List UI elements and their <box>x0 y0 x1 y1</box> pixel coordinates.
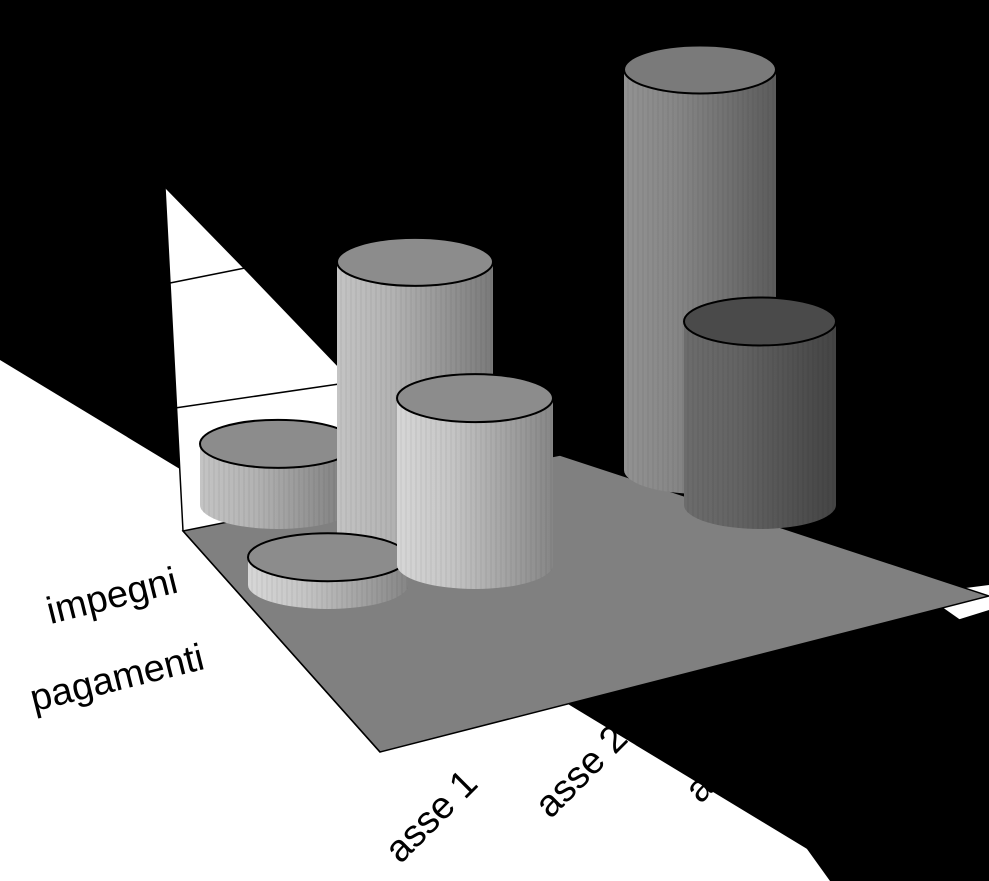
wall-edge <box>164 187 381 753</box>
category-label-1: asse 1 <box>377 762 486 871</box>
bar-pagamenti-2 <box>396 373 554 589</box>
series-label-pagamenti: pagamenti <box>26 637 208 721</box>
cylinder-top <box>396 373 554 424</box>
cylinder-top <box>247 532 409 583</box>
cylinder-top <box>336 236 494 287</box>
cylinder-top <box>623 44 777 95</box>
bar-pagamenti-3 <box>683 296 837 529</box>
bar-impegni-1 <box>199 418 357 529</box>
lower-band <box>700 610 989 881</box>
gridline-1 <box>169 267 246 284</box>
series-label-impegni: impegni <box>42 560 181 633</box>
cylinder-top <box>199 418 357 469</box>
cylinder-body <box>397 398 553 589</box>
cylinder-body <box>684 321 836 529</box>
cylinder-top <box>683 296 837 347</box>
category-label-2: asse 2 <box>527 717 636 826</box>
cylinder-layer <box>199 44 837 609</box>
bar-pagamenti-1 <box>247 532 409 609</box>
